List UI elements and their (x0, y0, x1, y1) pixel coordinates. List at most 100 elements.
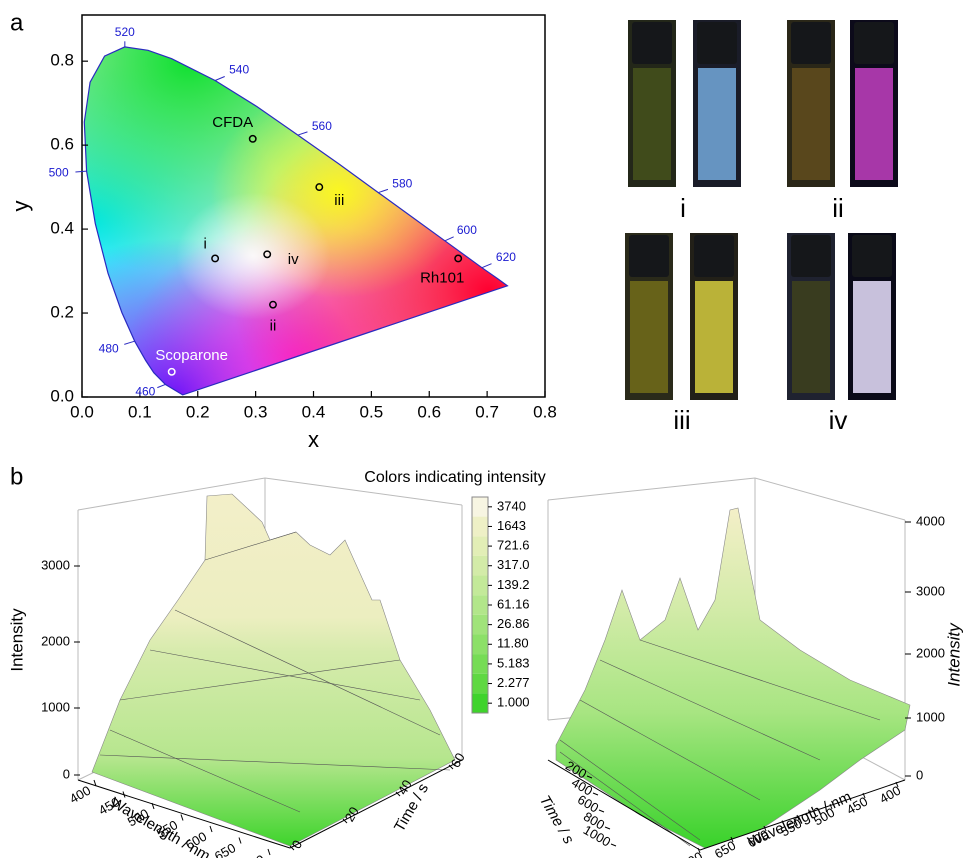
colorbar-segment (472, 614, 488, 635)
x-tick (238, 837, 242, 844)
colorbar-label: 5.183 (497, 655, 530, 670)
vial-liquid (698, 68, 736, 180)
contour (559, 739, 701, 841)
wavelength-tick (481, 263, 492, 269)
colorbar-label: 139.2 (497, 577, 530, 592)
x-tick-label: 0.1 (128, 402, 152, 421)
point-label: Scoparone (155, 347, 228, 364)
x-tick (267, 848, 271, 856)
y-tick-label: 0.8 (50, 51, 74, 70)
vial-cap (694, 235, 734, 277)
x-tick (796, 814, 800, 821)
gamut-shade (84, 46, 508, 395)
vial-cap (791, 235, 831, 277)
x-tick-label: 0.6 (417, 402, 441, 421)
colorbar-segment (472, 634, 488, 655)
vial-cap (629, 235, 669, 277)
x-axis-label: x (308, 427, 319, 452)
x-tick-label: 650 (212, 840, 238, 858)
z-tick-label: 0 (916, 767, 923, 782)
axis (289, 759, 463, 849)
x-tick-label: 0.8 (533, 402, 557, 421)
contour (119, 659, 401, 701)
y-tick-label: 0.6 (50, 135, 74, 154)
point-label: Rh101 (420, 269, 464, 286)
contour (559, 751, 691, 847)
y-tick (395, 791, 401, 797)
wavelength-label: 500 (49, 165, 69, 179)
y-tick (289, 845, 295, 851)
axis (77, 779, 291, 849)
y-tick-label: 0.0 (50, 386, 74, 405)
box-edge (754, 477, 906, 521)
x-tick-label: 0.3 (244, 402, 268, 421)
z-tick-label: 2000 (916, 645, 945, 660)
wavelength-tick (444, 236, 454, 242)
box-edge (547, 477, 756, 501)
photo-label: ii (832, 193, 844, 223)
y-tick-label: 40 (395, 777, 415, 797)
surface (91, 493, 456, 847)
x-tick (209, 825, 213, 833)
box-edge (264, 477, 463, 506)
axis (699, 779, 906, 851)
vial-liquid (792, 68, 830, 180)
x-tick (180, 814, 184, 821)
contour (579, 699, 761, 801)
contour (174, 609, 441, 736)
colorbar-segment (472, 555, 488, 576)
colorbar-label: 2.277 (497, 675, 530, 690)
x-tick (697, 847, 701, 854)
surface-right: 01000200030004000Intensity20040060080010… (536, 477, 963, 858)
contour (109, 729, 301, 813)
data-point (167, 367, 176, 376)
data-point (211, 254, 220, 263)
z-tick-label: 3000 (916, 583, 945, 598)
z-tick-label: 2000 (41, 633, 70, 648)
x-tick-label: 700 (679, 849, 705, 858)
x-tick-label: 0.2 (186, 402, 210, 421)
wavelength-label: 540 (229, 63, 249, 77)
x-tick (730, 836, 734, 843)
wavelength-label: 480 (99, 341, 119, 355)
point-label: iv (288, 251, 299, 268)
vial-liquid (633, 68, 671, 180)
x-tick-label: 700 (241, 852, 267, 858)
z-tick-label: 0 (63, 766, 70, 781)
photo-label: iii (673, 405, 690, 435)
x-tick (151, 802, 155, 810)
contour (599, 659, 821, 761)
x-tick (862, 792, 866, 799)
vial-cap (791, 22, 831, 64)
colorbar-label: 61.16 (497, 596, 530, 611)
x-tick (895, 781, 899, 788)
colorbar-label: 3740 (497, 498, 526, 513)
box-edge (77, 477, 266, 511)
z-tick-label: 1000 (916, 709, 945, 724)
colorbar-segment (472, 536, 488, 556)
spectral-locus (83, 46, 509, 396)
y-tick (604, 826, 611, 830)
y-tick (586, 775, 593, 779)
gamut-fill (84, 46, 508, 395)
chromaticity-diagram: 0.0 0.1 0.2 0.3 0.4 0.5 0.6 0.7 0.8 0.0 0.2 0.4 0.6 0… (8, 14, 557, 452)
wavelength-label: 600 (457, 223, 477, 237)
y-tick-label: 20 (342, 804, 362, 824)
data-point (269, 300, 277, 309)
wavelength-tick (378, 188, 389, 194)
y-tick (342, 818, 348, 824)
data-point (248, 134, 257, 143)
point-label: iii (334, 192, 344, 209)
vial-liquid (853, 281, 891, 393)
colorbar-segment (472, 654, 488, 674)
x-tick-label: 0.0 (70, 402, 94, 421)
colorbar-segment (472, 673, 488, 694)
y-axis-label: Time / s (536, 792, 578, 847)
data-point (263, 250, 272, 259)
wavelength-tick (297, 131, 308, 136)
vial-cap (852, 235, 892, 277)
point-label: ii (270, 318, 277, 335)
wavelength-label: 620 (496, 250, 516, 264)
